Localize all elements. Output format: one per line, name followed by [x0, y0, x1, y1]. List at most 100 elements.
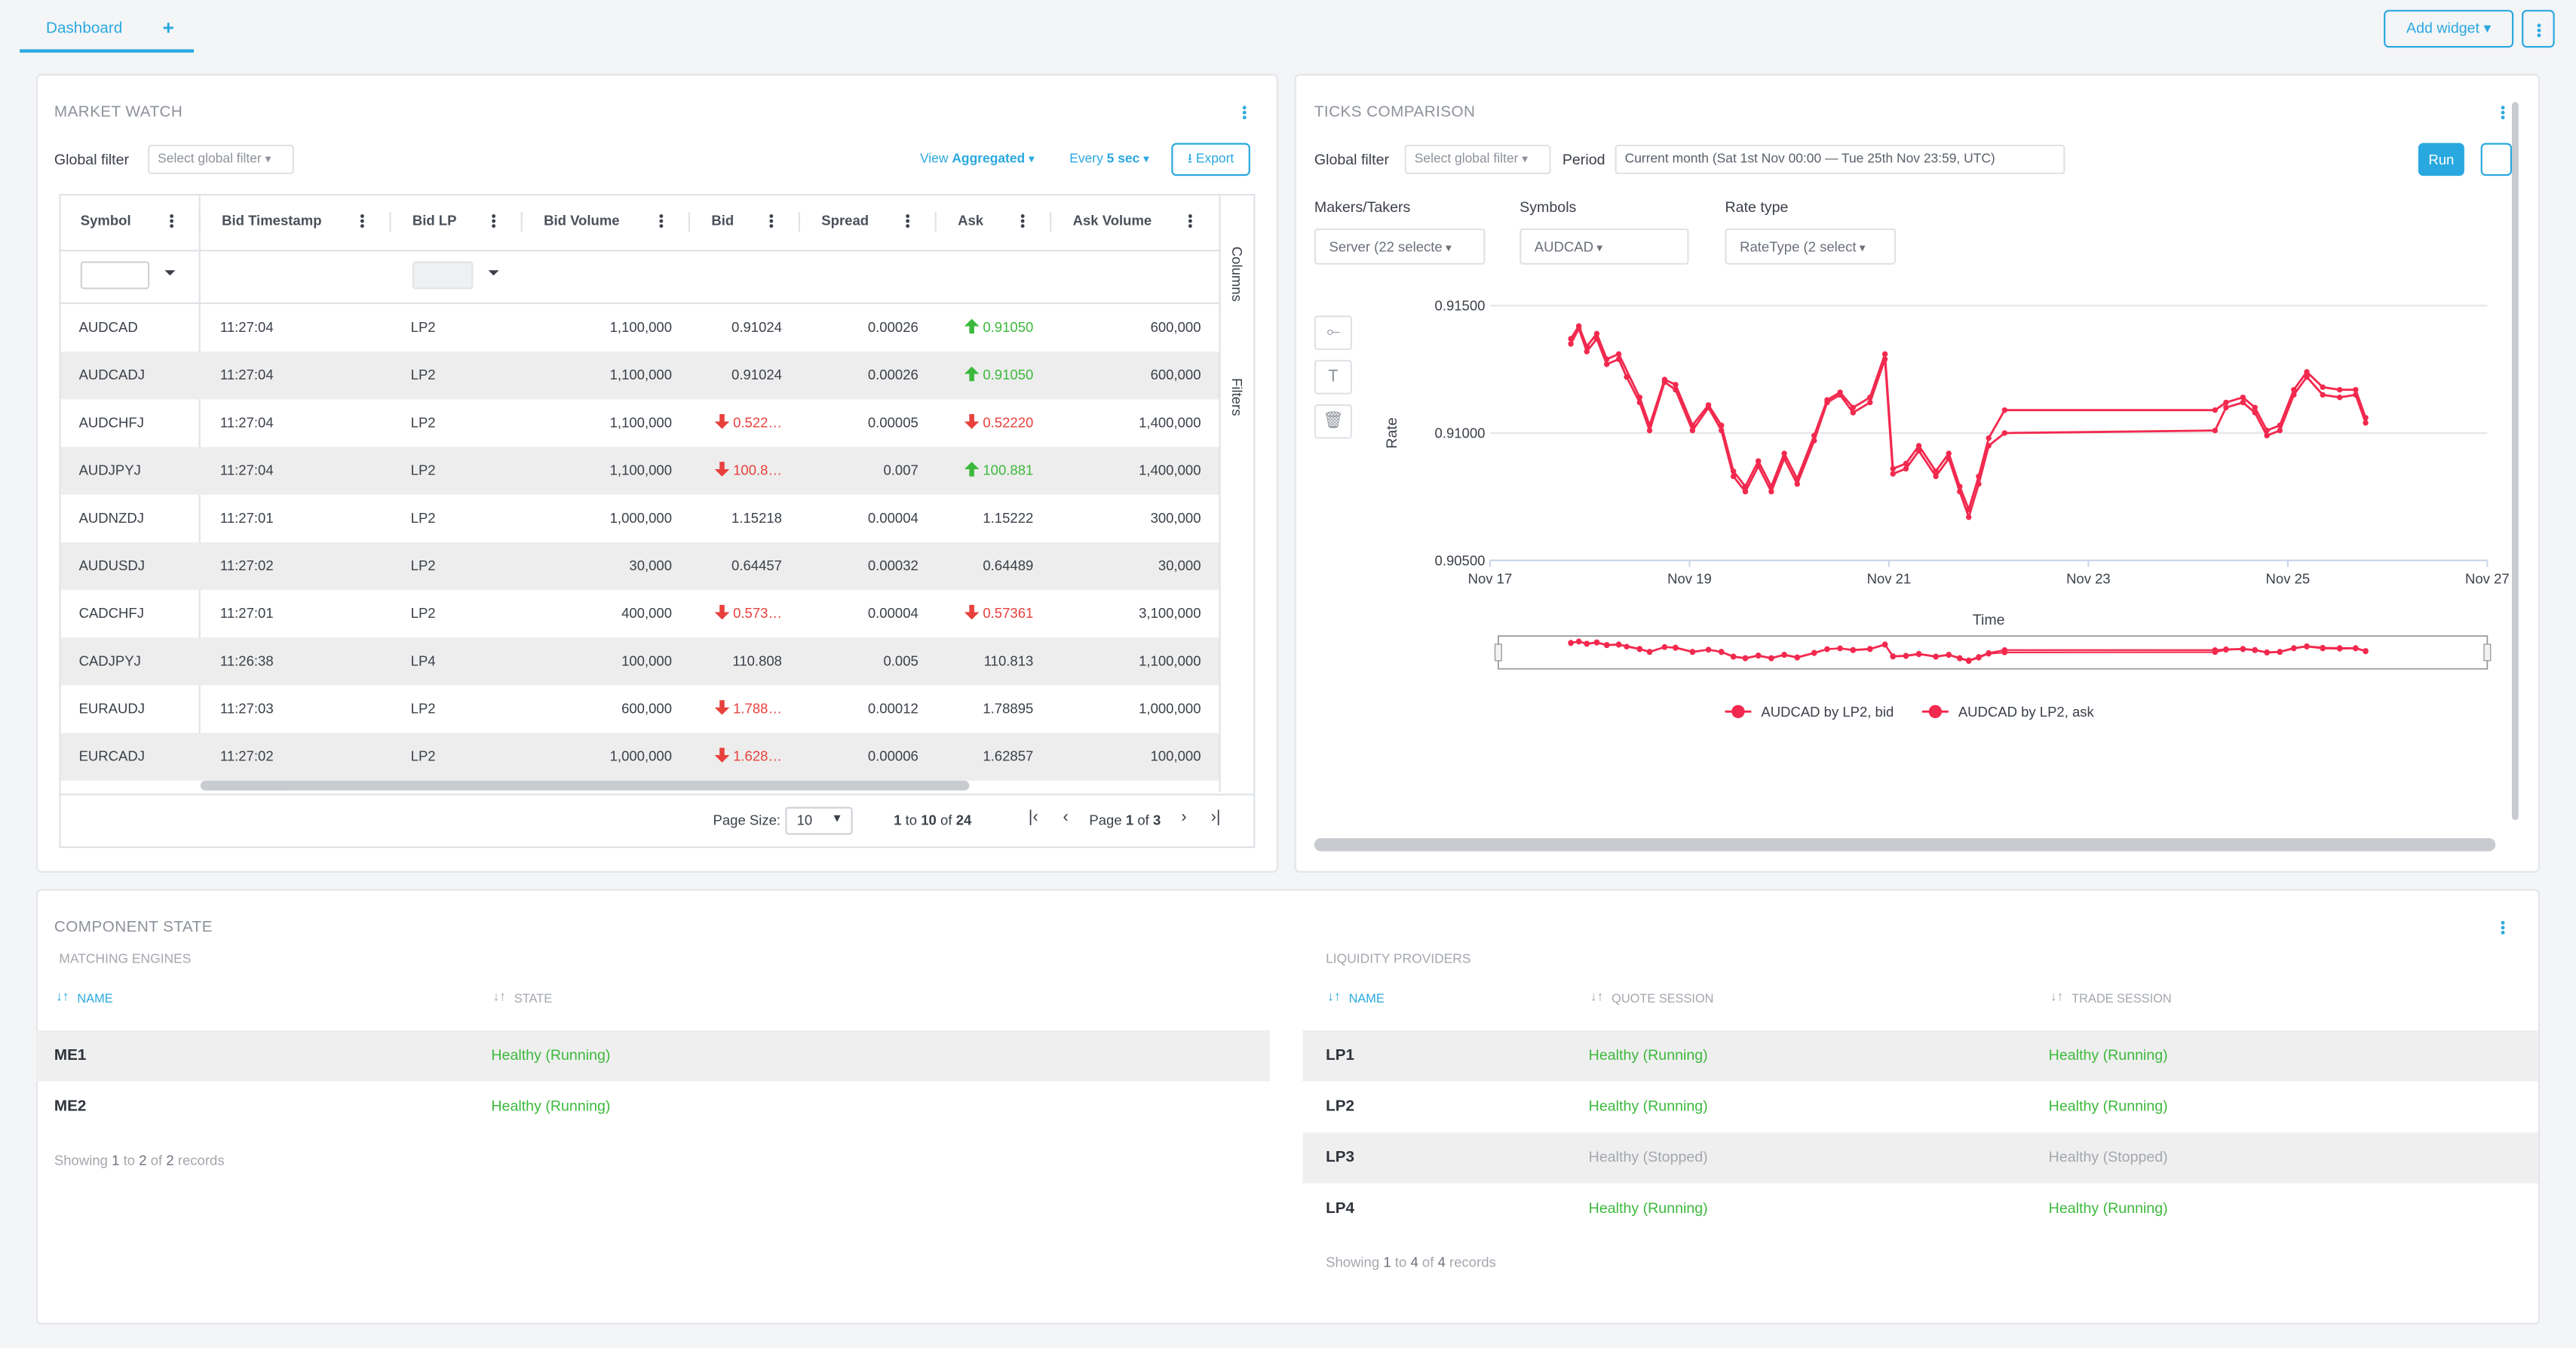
data-point [1603, 356, 1610, 362]
sort-icon[interactable]: ↓↑ [1590, 989, 1604, 1005]
filter-icon[interactable]: ⏷ [488, 264, 500, 281]
column-header: Symbol [80, 212, 131, 229]
makers-select[interactable]: Server (22 selecte ▾ [1314, 228, 1486, 265]
run-button[interactable]: Run [2418, 143, 2464, 177]
column-menu[interactable] [360, 213, 365, 229]
column-header[interactable]: NAME [77, 990, 113, 1006]
tab[interactable]: Dashboard [45, 20, 123, 38]
sort-icon[interactable]: ↓↑ [56, 989, 69, 1005]
cell: Healthy (Running) [491, 1098, 611, 1115]
column-menu[interactable] [1188, 213, 1193, 229]
cell-text: 0.64457 [731, 557, 782, 574]
chart-tool-button[interactable]: ⟜ [1314, 315, 1352, 351]
sort-icon[interactable]: ↓↑ [492, 989, 506, 1005]
column-menu[interactable] [1020, 213, 1026, 229]
navigator-point [1781, 651, 1787, 658]
symbols-select[interactable]: AUDCAD ▾ [1520, 228, 1689, 265]
makers-value: Server (22 selecte [1329, 238, 1443, 255]
column-menu[interactable] [905, 213, 910, 229]
filter-input[interactable] [412, 261, 474, 290]
export-button[interactable]: ⭳ Export [1171, 143, 1250, 177]
footer-suffix: records [177, 1152, 225, 1168]
pager-button[interactable]: |‹ [1028, 808, 1038, 827]
chart-tool-button[interactable]: 🗑 [1314, 404, 1352, 439]
cell: LP4 [411, 653, 436, 669]
cell: 30,000 [1158, 557, 1201, 574]
cell-text: LP4 [410, 652, 436, 669]
navigator-point [1850, 646, 1857, 653]
pager-button[interactable]: ›| [1210, 808, 1221, 827]
view-select[interactable]: View Aggregated ▾ [920, 151, 1035, 166]
panel-menu[interactable] [2500, 920, 2506, 935]
pager-button[interactable]: › [1181, 808, 1187, 827]
filter-select[interactable]: Select global filter ▾ [1404, 144, 1551, 174]
cell: ME1 [54, 1046, 87, 1065]
column-separator [1050, 212, 1052, 232]
cell: 100,000 [1151, 748, 1201, 764]
cell-text: LP2 [410, 700, 436, 717]
cell-text: 1.15222 [983, 509, 1034, 527]
data-point [2363, 419, 2369, 426]
chart-tool-button[interactable]: T [1314, 360, 1352, 395]
navigator-point [1915, 650, 1922, 657]
range-of: of [940, 812, 952, 828]
column-header[interactable]: NAME [1348, 990, 1385, 1006]
tab-underline [20, 49, 195, 53]
panel-title: MARKET WATCH [54, 103, 183, 122]
pager-button[interactable]: ‹ [1063, 808, 1069, 827]
rate-select[interactable]: RateType (2 select ▾ [1725, 228, 1897, 265]
panel-menu[interactable] [1241, 105, 1247, 121]
legend-label[interactable]: AUDCAD by LP2, bid [1761, 704, 1894, 720]
column-menu[interactable] [169, 213, 174, 229]
page-current: 1 [1125, 812, 1134, 828]
data-point [1837, 389, 1843, 395]
filter-button[interactable] [2480, 143, 2513, 177]
cell: AUDUSDJ [79, 557, 145, 574]
v-scrollbar [2512, 102, 2519, 821]
filter-icon[interactable]: ⏷ [164, 264, 176, 281]
caret: ▾ [1442, 243, 1452, 255]
x-axis-title: Time [1973, 612, 2005, 628]
add-tab[interactable]: + [162, 16, 174, 40]
period-input[interactable]: Current month (Sat 1st Nov 00:00 — Tue 2… [1615, 144, 2065, 174]
filter-input[interactable] [80, 261, 150, 290]
column-header[interactable]: TRADE SESSION [2072, 990, 2172, 1006]
cell-text: 600,000 [1150, 366, 1201, 383]
column-menu[interactable] [768, 213, 774, 229]
sort-icon[interactable]: ↓↑ [2050, 989, 2064, 1005]
page-size-select[interactable]: 10 ▼ [785, 806, 853, 835]
add-widget-button[interactable]: Add widget ▾ [2384, 10, 2514, 48]
cell-text: 0.52220 [983, 413, 1034, 431]
data-point [1890, 471, 1896, 477]
cell-text: 1,100,000 [609, 413, 673, 431]
panel-menu[interactable] [2500, 105, 2506, 121]
cell: 400,000 [621, 605, 672, 622]
every-select[interactable]: Every 5 sec ▾ [1069, 151, 1149, 166]
navigator-point [1976, 654, 1982, 660]
cell: 0.91024 [731, 367, 782, 383]
menu-button[interactable] [2522, 10, 2555, 48]
y-axis-title: Rate [1384, 417, 1400, 448]
sort-icon[interactable]: ↓↑ [1327, 989, 1341, 1005]
data-point [1584, 343, 1590, 349]
caret: ▼ [831, 813, 843, 825]
data-point [1730, 468, 1737, 474]
cell: 11:27:01 [220, 509, 274, 526]
column-header[interactable]: QUOTE SESSION [1612, 990, 1714, 1006]
cell: 1,400,000 [1139, 462, 1201, 478]
legend-label[interactable]: AUDCAD by LP2, ask [1958, 704, 2095, 720]
column-menu[interactable] [658, 213, 664, 229]
navigator-point [1719, 649, 1725, 655]
navigator-point [1881, 641, 1888, 647]
navigator-point [1890, 653, 1896, 659]
cell-text: 0.91024 [731, 318, 782, 336]
filter-select[interactable]: Select global filter ▾ [148, 144, 294, 174]
column-header: Ask Volume [1072, 212, 1152, 229]
data-point [1575, 323, 1582, 329]
navigator-point [2320, 644, 2326, 651]
cell-text: 0.00004 [867, 509, 918, 527]
side-panel-tab[interactable]: Columns [1228, 246, 1246, 302]
side-panel-tab[interactable]: Filters [1228, 378, 1246, 416]
column-menu[interactable] [491, 213, 496, 229]
column-header[interactable]: STATE [514, 990, 553, 1006]
